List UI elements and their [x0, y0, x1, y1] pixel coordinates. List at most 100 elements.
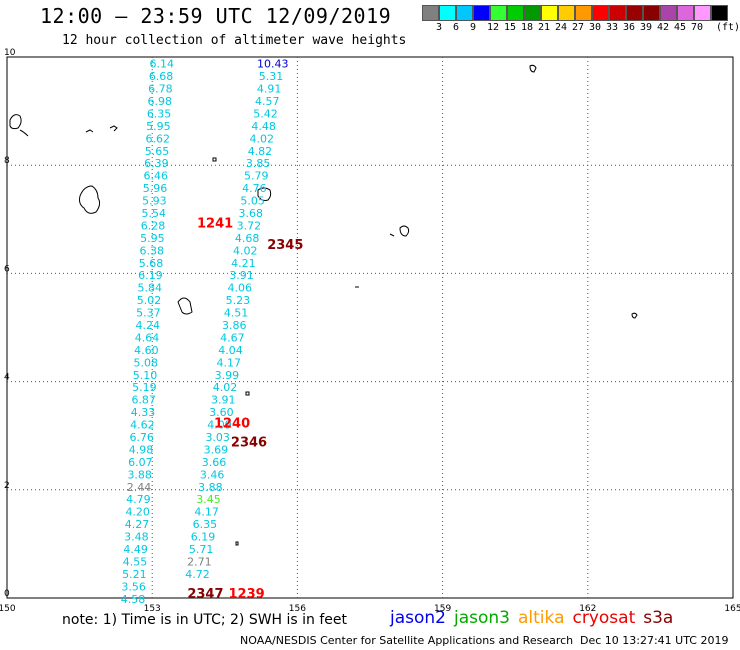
island-outline: [79, 185, 101, 214]
wave-height-value: 5.84: [137, 282, 162, 295]
color-swatch: [643, 5, 660, 21]
wave-height-value: 4.24: [135, 319, 160, 332]
wave-height-value: 6.46: [143, 170, 168, 183]
track-time-label: 2345: [267, 238, 303, 253]
map-grid: [6, 56, 734, 599]
wave-height-value: 4.68: [235, 232, 260, 245]
color-swatch: [711, 5, 728, 21]
x-tick-label: 156: [289, 604, 306, 614]
track-time-labels: 1241 2345 1240 2346 2347 1239: [187, 216, 303, 602]
wave-height-value: 4.98: [129, 443, 154, 456]
color-swatch: [473, 5, 490, 21]
satellite-legend: jason2 jason3 altika cryosat s3a: [390, 608, 681, 628]
color-scale-label: 15: [504, 22, 517, 33]
color-swatch: [439, 5, 456, 21]
wave-height-value: 4.76: [242, 182, 267, 195]
wave-height-value: 6.35: [193, 518, 218, 531]
wave-height-value: 3.66: [202, 456, 227, 469]
wave-height-value: 6.14: [149, 58, 174, 71]
wave-height-value: 6.19: [138, 269, 163, 282]
wave-height-value: 4.58: [121, 593, 146, 606]
wave-height-value: 5.71: [189, 543, 214, 556]
island-outline: [529, 64, 537, 73]
map-border: [6, 56, 734, 599]
wave-height-value: 5.96: [143, 182, 168, 195]
wave-height-value: 4.91: [257, 83, 282, 96]
wave-height-value: 5.10: [133, 369, 158, 382]
y-tick-label: 0: [4, 589, 10, 599]
color-scale-label: 21: [538, 22, 551, 33]
wave-height-value: 4.67: [220, 331, 245, 344]
wave-height-value: 5.54: [141, 207, 166, 220]
color-swatch: [422, 5, 439, 21]
legend-satellite-cryosat: cryosat: [572, 608, 636, 628]
color-swatch: [677, 5, 694, 21]
wave-height-value: 3.46: [200, 468, 225, 481]
color-swatch: [541, 5, 558, 21]
wave-height-value: 6.68: [149, 70, 174, 83]
wave-height-value: 3.91: [229, 269, 254, 282]
wave-height-value: 6.38: [139, 244, 164, 257]
wave-height-value: 5.05: [240, 195, 265, 208]
track-time-label: 1241: [197, 216, 233, 231]
wave-height-value: 5.95: [140, 232, 165, 245]
color-scale-label: 24: [555, 22, 568, 33]
track-values-east: 10.435.314.914.575.424.484.024.823.855.7…: [185, 58, 288, 581]
wave-height-value: 6.87: [131, 394, 156, 407]
color-scale-label: 33: [606, 22, 619, 33]
wave-height-value: 3.88: [198, 481, 223, 494]
x-tick-label: 162: [579, 604, 596, 614]
wave-height-value: 3.48: [124, 531, 149, 544]
color-swatch: [456, 5, 473, 21]
wave-height-value: 4.09: [207, 419, 232, 432]
wave-height-value: 4.82: [248, 145, 273, 158]
wave-height-value: 4.60: [134, 344, 159, 357]
wave-height-value: 4.06: [227, 282, 252, 295]
track-time-label: 2346: [231, 436, 267, 451]
wave-height-value: 5.42: [253, 107, 278, 120]
wave-height-value: 5.02: [137, 294, 162, 307]
island-outline: [85, 125, 118, 133]
y-tick-label: 2: [4, 481, 10, 491]
color-scale-label: 12: [487, 22, 500, 33]
color-scale-labels: 3 6 9 12 15 18 21 24 27 30 33 36 39 42 45 70: [422, 22, 728, 36]
track-values-west: 6.146.686.786.986.355.956.625.656.396.46…: [121, 58, 174, 606]
wave-height-value: 10.43: [257, 58, 289, 71]
axis-tick-labels: 150 153 156 159 162 165 0 2 4 6 8 10: [0, 48, 740, 614]
wave-height-value: 3.03: [205, 431, 230, 444]
color-swatch: [626, 5, 643, 21]
color-swatch: [524, 5, 541, 21]
generated-timestamp: Dec 10 13:27:41 UTC 2019: [580, 634, 729, 647]
wave-height-value: 4.79: [126, 493, 151, 506]
wave-height-value: 5.31: [259, 70, 284, 83]
color-swatch: [592, 5, 609, 21]
color-swatch: [660, 5, 677, 21]
wave-height-value: 6.39: [144, 157, 169, 170]
color-scale-unit: (ft): [716, 22, 740, 33]
track-time-label: 1240: [214, 417, 250, 432]
wave-height-value: 6.62: [145, 132, 170, 145]
color-swatch: [507, 5, 524, 21]
color-swatch: [609, 5, 626, 21]
wave-height-value: 5.93: [142, 195, 167, 208]
y-tick-label: 6: [4, 264, 10, 274]
island-outline: [631, 312, 638, 319]
island-outline: [177, 297, 193, 315]
wave-height-value: 3.91: [211, 394, 236, 407]
x-tick-label: 150: [0, 604, 16, 614]
color-scale-label: 42: [657, 22, 670, 33]
x-tick-label: 159: [434, 604, 451, 614]
footnote: note: 1) Time is in UTC; 2) SWH is in fe…: [62, 612, 348, 628]
color-swatch: [558, 5, 575, 21]
color-scale-label: 30: [589, 22, 602, 33]
wave-height-value: 4.55: [123, 555, 148, 568]
island-outline: [212, 157, 359, 546]
wave-height-value: 3.88: [127, 468, 152, 481]
wave-height-value: 3.99: [215, 369, 240, 382]
wave-height-value: 5.37: [136, 307, 161, 320]
map-subtitle: 12 hour collection of altimeter wave hei…: [62, 33, 407, 48]
wave-height-value: 4.02: [213, 381, 238, 394]
wave-height-value: 4.57: [255, 95, 280, 108]
track-time-label: 2347: [187, 587, 223, 602]
y-tick-label: 8: [4, 156, 10, 166]
